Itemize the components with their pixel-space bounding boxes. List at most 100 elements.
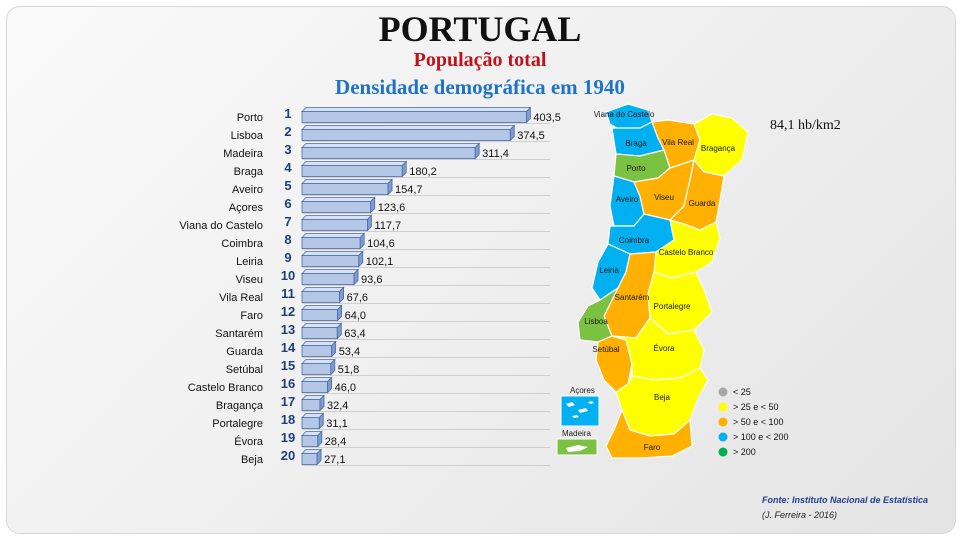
inset-label-madeira: Madeira — [562, 429, 591, 438]
map-label-vilareal: Vila Real — [662, 138, 694, 147]
map-region-braganca — [693, 113, 749, 177]
map-legend: < 25 > 25 e < 50 > 50 e < 100 > 100 e < … — [718, 387, 789, 457]
value-label: 403,5 — [533, 112, 561, 124]
bar-side — [339, 286, 344, 304]
category-label: Coimbra — [221, 238, 263, 250]
bar-side — [319, 394, 325, 412]
rank-number: 6 — [284, 196, 291, 211]
bar-side — [525, 106, 531, 124]
value-label: 51,8 — [338, 364, 359, 376]
category-label: Viana do Castelo — [179, 220, 263, 232]
category-label: Vila Real — [219, 292, 263, 304]
inset-acores-islands — [566, 401, 594, 418]
category-label: Faro — [240, 310, 263, 322]
rank-number: 14 — [281, 340, 296, 355]
map-label-braganca: Bragança — [701, 144, 736, 153]
rank-number: 5 — [284, 178, 291, 193]
value-label: 32,4 — [327, 400, 348, 412]
rank-number: 4 — [284, 160, 292, 175]
map-label-viana: Viana do Castelo — [594, 110, 655, 119]
category-label: Portalegre — [212, 418, 263, 430]
value-label: 46,0 — [335, 382, 356, 394]
legend-swatch-3 — [718, 417, 728, 427]
legend-label-4: > 100 e < 200 — [733, 432, 789, 442]
category-label: Braga — [234, 166, 264, 178]
map-label-evora: Évora — [654, 344, 675, 353]
value-label: 64,0 — [345, 310, 366, 322]
map-label-portalegre: Portalegre — [654, 302, 691, 311]
legend-label-2: > 25 e < 50 — [733, 402, 779, 412]
legend-label-3: > 50 e < 100 — [733, 417, 784, 427]
map-region-castelobranco — [653, 219, 721, 279]
category-label: Guarda — [226, 346, 264, 358]
bar-side — [387, 178, 393, 196]
category-label: Santarém — [215, 328, 263, 340]
legend-label-1: < 25 — [733, 387, 751, 397]
bar-side — [353, 268, 359, 286]
value-label: 123,6 — [378, 202, 406, 214]
bar-side — [317, 430, 323, 448]
category-label: Porto — [237, 112, 263, 124]
map-label-castelobranco: Castelo Branco — [659, 248, 714, 257]
map-label-coimbra: Coimbra — [619, 236, 650, 245]
map-label-lisboa: Lisboa — [584, 317, 608, 326]
map-label-aveiro: Aveiro — [616, 195, 639, 204]
bar-side — [358, 250, 364, 268]
value-label: 117,7 — [374, 220, 401, 232]
legend-swatch-1 — [718, 387, 728, 397]
bar-side — [318, 412, 324, 430]
legend-swatch-4 — [718, 432, 728, 442]
category-label: Viseu — [236, 274, 263, 286]
legend-swatch-5 — [718, 447, 728, 457]
map-label-santarem: Santarém — [615, 293, 650, 302]
rank-number: 18 — [281, 412, 295, 427]
category-label: Açores — [229, 202, 264, 214]
rank-number: 17 — [281, 394, 295, 409]
bar-side — [370, 196, 376, 214]
source-note: Fonte: Instituto Nacional de Estatística — [762, 495, 929, 505]
map-label-setubal: Setúbal — [592, 345, 619, 354]
bar-side — [401, 160, 407, 178]
value-label: 63,4 — [344, 328, 365, 340]
map-label-faro: Faro — [644, 443, 661, 452]
category-label: Aveiro — [232, 184, 263, 196]
rank-number: 19 — [281, 430, 295, 445]
map-label-viseu: Viseu — [654, 193, 674, 202]
rank-number: 10 — [281, 268, 295, 283]
map-region-portalegre — [647, 271, 713, 335]
island-insets: Açores Madeira — [556, 386, 600, 456]
value-label: 53,4 — [339, 346, 360, 358]
bar-side — [337, 304, 342, 322]
map-region-faro — [605, 408, 693, 459]
category-label: Madeira — [223, 148, 264, 160]
category-label: Beja — [241, 454, 264, 466]
bar-side — [474, 142, 480, 160]
rank-number: 9 — [284, 250, 291, 265]
rank-number: 2 — [284, 124, 291, 139]
map-districts — [577, 103, 749, 459]
value-label: 104,6 — [367, 238, 395, 250]
category-label: Lisboa — [231, 130, 264, 142]
chart-title: Densidade demográfica em 1940 — [335, 75, 625, 99]
map-labels: Viana do Castelo Braga Vila Real Braganç… — [584, 110, 735, 452]
national-density: 84,1 hb/km2 — [770, 118, 841, 133]
rank-number: 11 — [281, 286, 295, 301]
bar-side — [509, 124, 515, 142]
rank-number: 16 — [281, 376, 295, 391]
map-label-beja: Beja — [654, 393, 671, 402]
bar-side — [316, 448, 322, 466]
category-label: Évora — [234, 435, 264, 448]
slide-subtitle: População total — [413, 49, 547, 71]
inset-madeira-island — [566, 445, 588, 452]
legend-swatch-2 — [718, 402, 728, 412]
bar-side — [336, 322, 342, 340]
author-note: (J. Ferreira - 2016) — [762, 510, 838, 520]
rank-number: 15 — [281, 358, 295, 373]
value-label: 311,4 — [482, 148, 509, 160]
category-label: Castelo Branco — [188, 382, 263, 394]
category-label: Bragança — [216, 400, 264, 412]
category-label: Setúbal — [226, 364, 263, 376]
